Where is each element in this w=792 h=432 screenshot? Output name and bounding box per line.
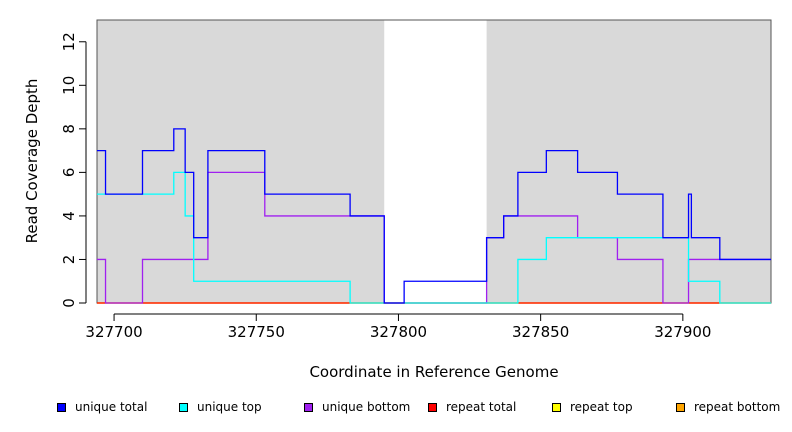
series-lines [97,128,771,304]
y-axis: 0 2 4 6 8 10 12 [60,32,87,308]
legend-item: repeat top [552,400,633,414]
y-axis-title: Read Coverage Depth [23,79,41,244]
y-tick-label: 10 [60,76,78,95]
legend-swatch [552,402,561,412]
legend-swatch [304,402,313,412]
legend-label: repeat total [446,400,517,414]
legend-item: repeat total [428,400,516,414]
legend-label: repeat bottom [694,400,781,414]
x-tick-label: 327900 [654,323,711,341]
legend-swatch [57,402,66,412]
legend-item: unique total [57,400,147,414]
y-tick-label: 0 [60,298,78,308]
series-line-unique-top [97,171,771,304]
series-line-unique-total [97,128,771,304]
highlight-region [97,20,385,303]
y-tick-label: 6 [60,168,78,178]
y-tick-label: 8 [60,124,78,134]
legend-label: unique top [197,400,262,414]
x-tick-label: 327850 [512,323,569,341]
coverage-chart: 0 2 4 6 8 10 12 327700 327750 327800 327850 327900… [23,19,772,381]
legend-label: repeat top [570,400,633,414]
legend-swatch [428,402,437,412]
x-tick-label: 327750 [228,323,285,341]
y-tick-label: 12 [60,32,78,51]
legend-swatch [676,402,685,412]
highlight-region [486,20,771,303]
legend-item: unique bottom [304,400,410,414]
y-tick-label: 2 [60,255,78,265]
x-tick-label: 327700 [85,323,142,341]
legend: unique total unique top unique bottom repea… [0,400,792,418]
y-tick-label: 4 [60,211,78,221]
legend-label: unique bottom [322,400,411,414]
legend-item: unique top [179,400,262,414]
legend-swatch [179,402,188,412]
x-axis: 327700 327750 327800 327850 327900 [85,313,711,341]
x-tick-label: 327800 [370,323,427,341]
x-axis-title: Coordinate in Reference Genome [309,363,558,381]
legend-label: unique total [75,400,148,414]
legend-item: repeat bottom [676,400,780,414]
highlight-regions [97,20,771,303]
